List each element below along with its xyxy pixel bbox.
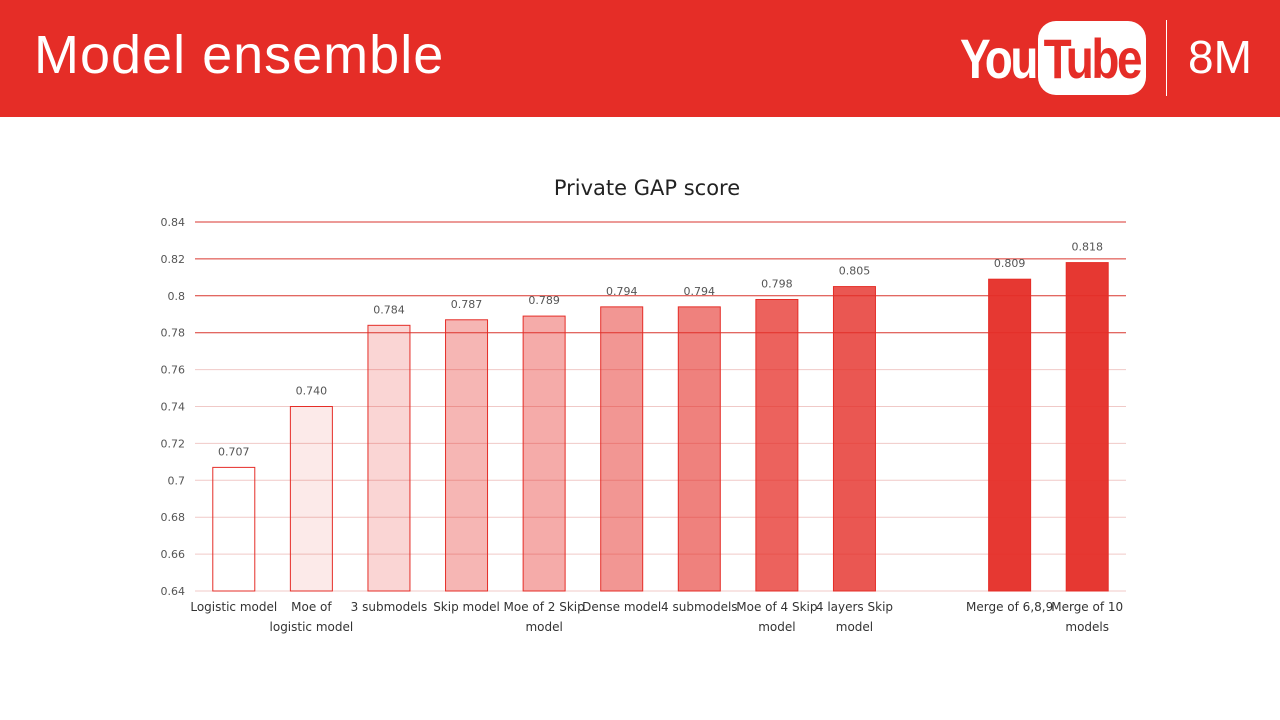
bar: [755, 298, 799, 592]
y-tick-label: 0.64: [161, 585, 186, 598]
data-label: 0.798: [761, 277, 793, 290]
page-title: Model ensemble: [34, 25, 445, 85]
y-tick-label: 0.72: [161, 437, 186, 450]
bar: [600, 306, 644, 592]
data-label: 0.740: [296, 385, 328, 398]
header-divider: [1166, 20, 1167, 96]
header-bar: Model ensemble You Tube 8M: [0, 0, 1280, 117]
chart-bars: [212, 262, 1109, 592]
y-tick-label: 0.68: [161, 511, 186, 524]
bar: [677, 306, 721, 592]
y-tick-label: 0.66: [161, 548, 186, 561]
data-label: 0.789: [528, 294, 560, 307]
x-tick-label: 3 submodels: [351, 600, 428, 614]
bar: [445, 319, 489, 592]
bar: [212, 466, 256, 592]
data-label: 0.818: [1071, 241, 1103, 254]
data-label: 0.805: [839, 265, 871, 278]
x-tick-label: 4 layers Skip model: [816, 600, 893, 634]
x-tick-label: Dense model: [582, 600, 661, 614]
bar: [289, 406, 333, 592]
y-tick-label: 0.76: [161, 364, 186, 377]
y-tick-label: 0.74: [161, 401, 186, 414]
y-tick-label: 0.78: [161, 327, 186, 340]
data-label: 0.794: [606, 285, 638, 298]
bar-chart: Private GAP score 0.64 0.66 0.68 0.7 0.72 0.7…: [161, 176, 1126, 634]
data-label: 0.809: [994, 257, 1026, 270]
x-tick-label: Moe of 4 Skip model: [736, 600, 817, 634]
x-tick-label: Merge of 10 models: [1051, 600, 1123, 634]
x-tick-label: Moe of 2 Skip model: [504, 600, 585, 634]
x-tick-label: Logistic model: [190, 600, 277, 614]
x-tick-label: Merge of 6,8,9: [966, 600, 1053, 614]
youtube-logo-tube: Tube: [1043, 26, 1143, 90]
y-tick-label: 0.82: [161, 253, 186, 266]
y-tick-label: 0.8: [168, 290, 186, 303]
data-label: 0.784: [373, 303, 405, 316]
chart-title: Private GAP score: [554, 176, 740, 200]
data-label: 0.707: [218, 445, 250, 458]
bar: [988, 278, 1032, 592]
youtube-logo: You Tube: [960, 21, 1146, 95]
dataset-badge: 8M: [1188, 31, 1252, 83]
bar: [1065, 262, 1109, 592]
youtube-logo-tube-box: Tube: [1038, 21, 1146, 95]
x-tick-label: Skip model: [433, 600, 500, 614]
bar: [522, 315, 566, 592]
x-tick-label: Moe of logistic model: [270, 600, 354, 634]
bar: [367, 324, 411, 592]
data-labels: 0.707 0.740 0.784 0.787 0.789 0.794 0.794 0.798…: [218, 241, 1103, 459]
y-tick-label: 0.7: [168, 474, 186, 487]
chart-gridlines: [195, 221, 1126, 592]
youtube-logo-you: You: [960, 26, 1038, 90]
data-label: 0.794: [684, 285, 716, 298]
y-axis-ticks: 0.64 0.66 0.68 0.7 0.72 0.74 0.76 0.78 0.8 0.82 0.…: [161, 216, 186, 598]
x-tick-label: 4 submodels: [661, 600, 738, 614]
bar: [832, 286, 876, 592]
data-label: 0.787: [451, 298, 483, 311]
y-tick-label: 0.84: [161, 216, 186, 229]
